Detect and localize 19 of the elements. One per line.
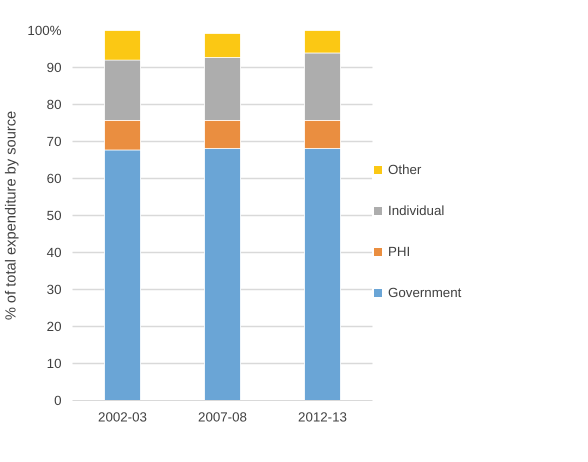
x-tick-label: 2007-08	[198, 410, 247, 424]
y-tick-label: 60	[46, 171, 62, 186]
y-tick-label: 50	[46, 208, 62, 223]
y-tick-label: 20	[46, 319, 62, 334]
y-tick-label: 0	[54, 393, 62, 408]
y-tick-label: 30	[46, 282, 62, 297]
y-tick-label: 90	[46, 60, 62, 75]
legend-label: PHI	[388, 244, 412, 259]
legend-label: Other	[388, 162, 422, 177]
y-tick-label: 10	[46, 356, 62, 371]
y-axis-title: % of total expenditure by source	[3, 110, 20, 320]
y-tick-label: 70	[46, 134, 62, 149]
legend-label: Individual	[388, 203, 446, 218]
y-tick-label: 40	[46, 245, 62, 260]
x-tick-label: 2002-03	[98, 410, 147, 424]
y-tick-label: 100%	[27, 23, 62, 38]
legend-label: Government	[388, 285, 462, 300]
y-tick-label: 80	[46, 97, 62, 112]
x-tick-label: 2012-13	[298, 410, 347, 424]
